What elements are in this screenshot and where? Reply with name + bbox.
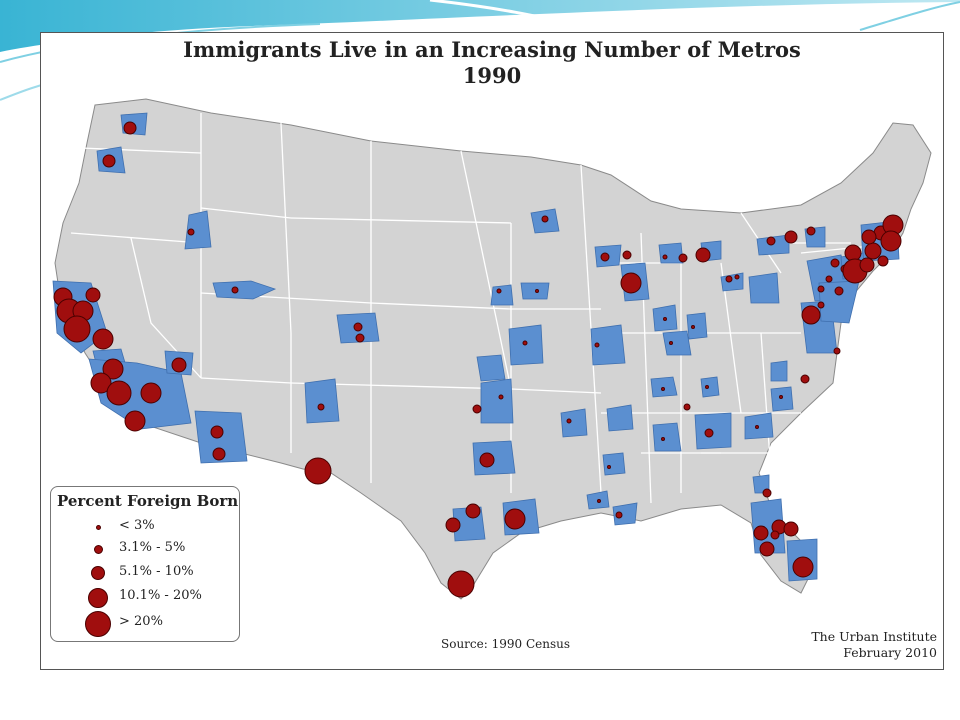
legend-label: < 3%	[119, 518, 155, 533]
legend-dot-5	[85, 611, 111, 637]
map-frame: Immigrants Live in an Increasing Number …	[40, 32, 944, 670]
credit-date: February 2010	[843, 645, 937, 660]
legend-item: > 20%	[51, 611, 239, 637]
legend-label: 5.1% - 10%	[119, 564, 194, 579]
legend-dot-2	[94, 545, 103, 554]
legend-item: 3.1% - 5%	[51, 537, 239, 561]
legend-title: Percent Foreign Born	[57, 492, 239, 510]
legend-dot-3	[91, 566, 105, 580]
legend-label: > 20%	[119, 614, 163, 629]
legend-label: 10.1% - 20%	[119, 588, 202, 603]
legend-item: 5.1% - 10%	[51, 561, 239, 585]
legend-dot-1	[96, 525, 101, 530]
legend-dot-4	[88, 588, 108, 608]
legend-item: 10.1% - 20%	[51, 585, 239, 609]
map-subtitle: 1990	[462, 63, 522, 88]
metro-dots	[53, 121, 904, 598]
credit-org: The Urban Institute	[811, 629, 937, 644]
legend: Percent Foreign Born < 3% 3.1% - 5% 5.1%…	[50, 486, 240, 642]
map-title: Immigrants Live in an Increasing Number …	[183, 37, 801, 62]
us-map	[52, 98, 932, 600]
source-note: Source: 1990 Census	[441, 637, 570, 651]
legend-label: 3.1% - 5%	[119, 540, 186, 555]
credit: The Urban Institute February 2010	[811, 629, 937, 661]
legend-item: < 3%	[51, 515, 239, 539]
